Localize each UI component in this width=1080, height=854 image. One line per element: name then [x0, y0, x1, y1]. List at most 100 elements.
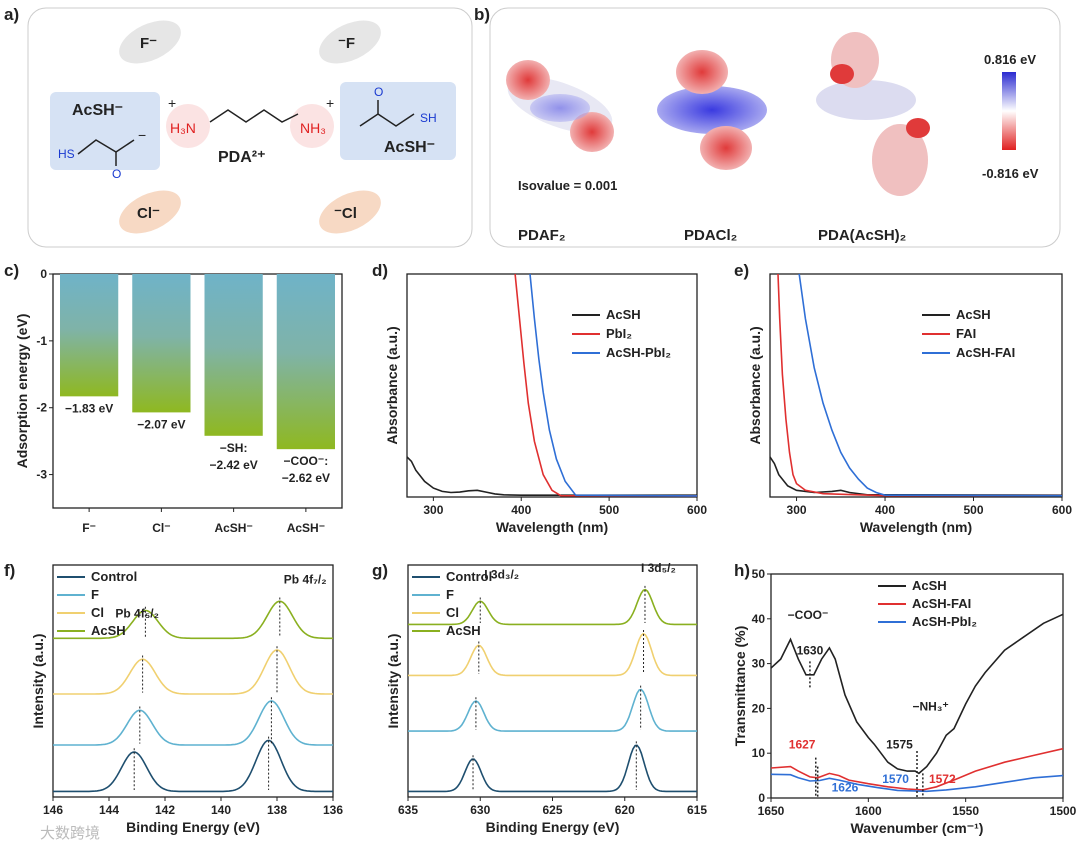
- series-line: [408, 588, 697, 626]
- x-tick-label: 630: [470, 803, 490, 817]
- x-tick-label: 600: [687, 503, 707, 517]
- x-tick-label: 400: [875, 503, 895, 517]
- legend-label: Cl: [91, 605, 104, 620]
- fluoride-left: F⁻: [140, 35, 157, 52]
- panel-label-c: c): [4, 261, 19, 280]
- plot-frame: [406, 273, 698, 498]
- panel-label-e: e): [734, 261, 749, 280]
- y-tick-label: 0: [758, 791, 765, 805]
- series-line: [769, 456, 1063, 496]
- series-line: [53, 649, 333, 695]
- legend-label: AcSH-PbI₂: [606, 345, 671, 360]
- legend-label: AcSH-FAI: [912, 596, 971, 611]
- fluoride-right: ⁻F: [338, 35, 355, 52]
- x-tick-label: 300: [787, 503, 807, 517]
- isovalue-label: Isovalue = 0.001: [518, 178, 617, 193]
- x-axis-label: Wavelength (nm): [496, 519, 608, 535]
- data-label: −2.42 eV: [209, 458, 257, 472]
- charge-minus: −: [138, 127, 146, 143]
- plot-frame: [770, 573, 1064, 799]
- series-line: [408, 744, 697, 793]
- y-axis-label: Absorbance (a.u.): [747, 326, 763, 444]
- data-label: −SH:: [220, 441, 248, 455]
- x-tick-label: 142: [155, 803, 175, 817]
- legend-label: AcSH: [912, 578, 947, 593]
- peak-annotation: 1570: [882, 772, 909, 786]
- x-tick-label: 600: [1052, 503, 1072, 517]
- y-tick-label: 0: [40, 267, 47, 281]
- legend-label: Control: [91, 569, 137, 584]
- data-label: −COO⁻:: [284, 454, 329, 468]
- chart-f: 146 144 142 140 138 136 Binding Energy (eV) Int…: [30, 564, 343, 835]
- x-axis-label: Wavelength (nm): [860, 519, 972, 535]
- molecule-label-pdacl2: PDACl₂: [684, 227, 737, 244]
- y-tick-label: -2: [36, 401, 47, 415]
- hs-label: HS: [58, 147, 75, 161]
- fluoride-blob: [319, 20, 381, 64]
- plot-frame: [52, 564, 334, 798]
- acsh-left-bonds: [77, 139, 135, 155]
- panel-label-a: a): [4, 5, 19, 24]
- series-line: [770, 613, 1064, 775]
- colorbar-max: 0.816 eV: [984, 52, 1036, 67]
- series-line: [529, 273, 698, 497]
- peak-annotation: I 3d₃/₂: [484, 567, 519, 581]
- panel-label-h: h): [734, 561, 750, 580]
- panel-a-frame: [27, 7, 473, 248]
- legend-label: Control: [446, 569, 492, 584]
- panel-b: b) Isovalue = 0.001 PDAF₂ PDACl₂ PDA(AcS…: [474, 5, 1061, 248]
- x-tick-label: 500: [963, 503, 983, 517]
- y-tick-label: 30: [752, 657, 766, 671]
- x-tick-label: AcSH⁻: [214, 521, 252, 535]
- y-axis-label: Transmittance (%): [732, 626, 748, 747]
- chloride-left: Cl⁻: [137, 205, 160, 222]
- peak-annotation: Pb 4f₅/₂: [115, 607, 159, 621]
- x-tick-label: 138: [267, 803, 287, 817]
- y-tick-label: 20: [752, 701, 766, 715]
- peak-annotation: −COO⁻: [788, 608, 829, 622]
- peak-annotation: 1572: [929, 772, 956, 786]
- bar: [132, 274, 191, 413]
- x-tick-label: 500: [599, 503, 619, 517]
- legend-label: FAI: [956, 326, 976, 341]
- acsh-label-left: AcSH⁻: [72, 102, 123, 119]
- chloride-blob: [319, 190, 381, 234]
- legend-label: PbI₂: [606, 326, 632, 341]
- panel-label-b: b): [474, 5, 490, 24]
- charge-plus: +: [168, 95, 176, 111]
- series-line: [408, 688, 697, 732]
- charts: 0 -1 -2 -3 Adsorption energy (eV) F⁻ −1.83 eV C…: [14, 267, 1077, 836]
- series-line: [777, 273, 1062, 497]
- y-tick-label: 40: [752, 612, 766, 626]
- pda-chain: [209, 109, 299, 123]
- data-label: −1.83 eV: [65, 401, 113, 415]
- x-tick-label: 1500: [1050, 804, 1077, 818]
- x-tick-label: 136: [323, 803, 343, 817]
- oxygen-label: O: [112, 167, 121, 181]
- legend-label: F: [446, 587, 454, 602]
- y-tick-label: 10: [752, 746, 766, 760]
- chart-d: 300 400 500 600 Wavelength (nm) Absorbance (a…: [384, 273, 707, 535]
- peak-annotation: I 3d₅/₂: [641, 561, 676, 575]
- peak-annotation: Pb 4f₇/₂: [284, 573, 327, 587]
- x-tick-label: 625: [542, 803, 562, 817]
- y-axis-label: Intensity (a.u.): [385, 634, 401, 729]
- pda-label: PDA²⁺: [218, 149, 266, 166]
- bar: [276, 274, 335, 450]
- y-axis-label: Absorbance (a.u.): [384, 326, 400, 444]
- legend-label: AcSH: [956, 307, 991, 322]
- acsh-box-right: [340, 82, 456, 160]
- y-axis-label: Adsorption energy (eV): [14, 314, 30, 469]
- nh3-label: NH₃: [300, 120, 326, 136]
- series-line: [53, 600, 333, 640]
- peak-annotation: 1630: [797, 644, 824, 658]
- series-line: [53, 700, 333, 746]
- peak-annotation: 1627: [789, 738, 816, 752]
- panel-label-d: d): [372, 261, 388, 280]
- panel-label-f: f): [4, 561, 15, 580]
- series-line: [406, 456, 697, 496]
- series-line: [408, 632, 697, 677]
- sh-label: SH: [420, 111, 437, 125]
- x-tick-label: 146: [43, 803, 63, 817]
- series-line: [770, 773, 1064, 793]
